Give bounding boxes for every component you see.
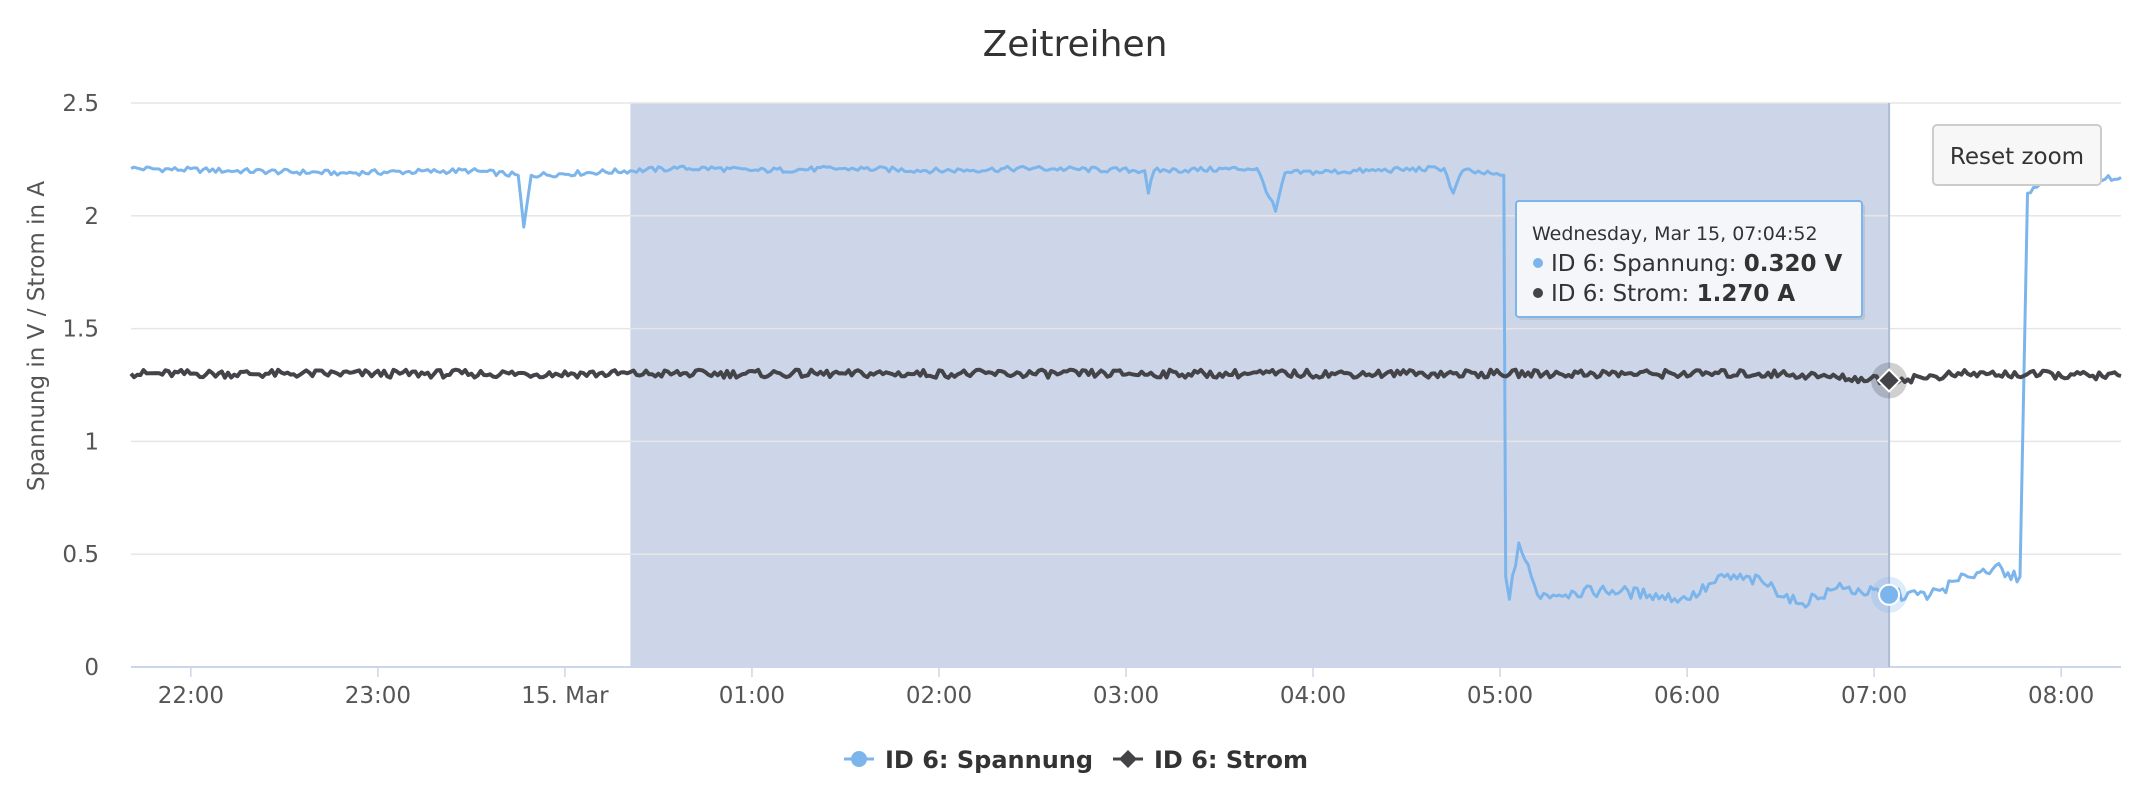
tooltip-label-spannung: ID 6: Spannung: bbox=[1551, 251, 1744, 277]
x-tick-label: 03:00 bbox=[1093, 683, 1159, 709]
x-tick-label: 01:00 bbox=[719, 683, 785, 709]
tooltip-dot-strom bbox=[1533, 288, 1543, 298]
series-line-spannung bbox=[130, 164, 2122, 609]
y-tick-label: 0.5 bbox=[62, 542, 99, 568]
legend-item-strom[interactable]: ID 6: Strom bbox=[1113, 746, 1308, 774]
x-axis-ticks: 22:00 23:00 15. Mar 01:00 02:00 03:00 04:00 05:… bbox=[158, 667, 2094, 709]
hover-marker-spannung bbox=[1878, 583, 1901, 606]
legend-diamond-icon bbox=[1119, 750, 1137, 768]
y-tick-label: 2 bbox=[84, 204, 99, 230]
x-tick-label: 06:00 bbox=[1654, 683, 1720, 709]
tooltip: Wednesday, Mar 15, 07:04:52 ID 6: Spannu… bbox=[1515, 200, 1865, 320]
x-tick-label: 08:00 bbox=[2028, 683, 2094, 709]
tooltip-value-spannung: 0.320 V bbox=[1744, 251, 1843, 277]
reset-zoom-label[interactable]: Reset zoom bbox=[1950, 144, 2084, 170]
x-tick-label: 15. Mar bbox=[521, 683, 609, 709]
reset-zoom-button[interactable]: Reset zoom bbox=[1932, 124, 2102, 186]
y-tick-label: 2.5 bbox=[62, 91, 99, 117]
y-tick-label: 1 bbox=[84, 429, 99, 455]
tooltip-row-spannung: ID 6: Spannung: 0.320 V bbox=[1551, 251, 1843, 277]
y-axis-title: Spannung in V / Strom in A bbox=[24, 181, 50, 492]
tooltip-row-strom: ID 6: Strom: 1.270 A bbox=[1551, 281, 1795, 307]
chart-title: Zeitreihen bbox=[983, 24, 1168, 65]
tooltip-header: Wednesday, Mar 15, 07:04:52 bbox=[1532, 223, 1818, 245]
legend[interactable]: ID 6: Spannung ID 6: Strom bbox=[844, 746, 1308, 774]
tooltip-box bbox=[1515, 200, 1863, 318]
series-line-strom bbox=[129, 367, 2122, 386]
x-tick-label: 05:00 bbox=[1467, 683, 1533, 709]
hover-markers bbox=[1871, 362, 1908, 613]
tooltip-label-strom: ID 6: Strom: bbox=[1551, 281, 1697, 307]
legend-label-strom[interactable]: ID 6: Strom bbox=[1154, 746, 1308, 774]
y-tick-label: 0 bbox=[84, 655, 99, 681]
x-tick-label: 04:00 bbox=[1280, 683, 1346, 709]
x-tick-label: 07:00 bbox=[1841, 683, 1907, 709]
x-tick-label: 23:00 bbox=[345, 683, 411, 709]
tooltip-dot-spannung bbox=[1533, 258, 1543, 268]
x-tick-label: 02:00 bbox=[906, 683, 972, 709]
x-tick-label: 22:00 bbox=[158, 683, 224, 709]
selection-band bbox=[630, 103, 1890, 667]
series-group bbox=[129, 164, 2122, 609]
legend-label-spannung[interactable]: ID 6: Spannung bbox=[885, 746, 1093, 774]
legend-item-spannung[interactable]: ID 6: Spannung bbox=[844, 746, 1093, 774]
y-tick-label: 1.5 bbox=[62, 317, 99, 343]
hover-marker-strom bbox=[1876, 368, 1902, 393]
legend-circle-icon bbox=[851, 751, 867, 767]
tooltip-value-strom: 1.270 A bbox=[1697, 281, 1796, 307]
reset-zoom-button-bg[interactable] bbox=[1932, 124, 2102, 186]
y-axis-ticks: 0 0.5 1 1.5 2 2.5 bbox=[62, 91, 99, 681]
